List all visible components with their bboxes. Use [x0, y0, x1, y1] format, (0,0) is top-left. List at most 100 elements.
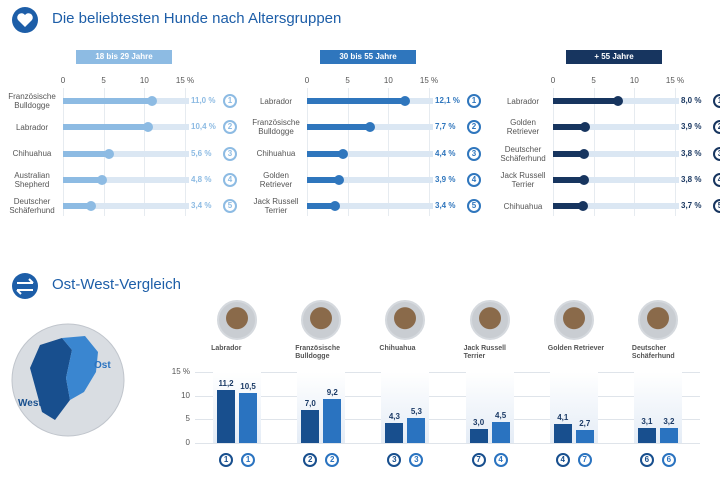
bar	[239, 393, 258, 443]
bar	[637, 428, 656, 443]
rank-badge: 6	[661, 453, 676, 467]
rank-badge: 2	[467, 120, 481, 135]
dog-photo	[217, 300, 258, 340]
value-label: 11,0 %	[191, 96, 216, 105]
value-label: 10,4 %	[191, 122, 216, 132]
bar	[307, 150, 343, 157]
map-west	[30, 338, 72, 420]
dog-photo	[637, 300, 678, 340]
category-label: Französische Bulldogge	[252, 118, 300, 137]
bar	[407, 417, 426, 443]
value-label: 3,8 %	[681, 148, 702, 158]
arrows-icon	[12, 273, 38, 299]
bar	[63, 176, 103, 183]
value-label: 3,7 %	[681, 201, 702, 211]
bar-end-marker	[147, 96, 158, 106]
value-label: 12,1 %	[435, 96, 460, 105]
value-label: 5,6 %	[191, 148, 212, 158]
bar-end-marker	[400, 96, 411, 106]
section-title: Ost-West-Vergleich	[52, 276, 181, 293]
x-tick-label: 15 %	[665, 76, 685, 85]
x-tick-label: 5	[345, 76, 350, 85]
rank-badge: 1	[219, 453, 234, 467]
dog-photo	[469, 300, 510, 340]
category-label: Chihuahua	[256, 149, 296, 159]
x-tick-label: 0	[550, 76, 556, 85]
x-tick-label: 15 %	[175, 76, 195, 85]
bar	[491, 421, 510, 443]
bar-track	[63, 203, 189, 210]
category-label: Französische Bulldogge	[8, 92, 56, 110]
rank-badge: 3	[409, 453, 424, 467]
value-label: 3,4 %	[435, 201, 456, 211]
bar	[469, 428, 488, 443]
x-tick-label: 0	[304, 76, 310, 85]
category-label: Deutscher Schäferhund	[631, 345, 675, 360]
value-label: 10,5	[240, 382, 256, 392]
category-label: Jack Russell Terrier	[463, 345, 506, 360]
rank-badge: 7	[471, 453, 486, 467]
bar	[307, 176, 339, 183]
map-east	[62, 336, 98, 400]
bar	[301, 409, 320, 443]
bar-end-marker	[85, 201, 96, 212]
x-tick-label: 10	[139, 76, 149, 85]
rank-badge: 2	[713, 120, 720, 135]
dog-photo	[385, 300, 426, 340]
bar-end-marker	[329, 201, 340, 212]
value-label: 3,8 %	[681, 174, 702, 184]
rank-badge: 2	[303, 453, 318, 467]
value-label: 4,1	[557, 412, 569, 422]
bar	[553, 423, 572, 443]
value-label: 2,7	[579, 419, 591, 429]
category-label: Labrador	[506, 96, 540, 106]
value-label: 3,9 %	[435, 174, 456, 184]
x-tick-label: 10	[383, 76, 393, 85]
x-tick-label: 5	[101, 76, 106, 85]
ribbon-title: 18 bis 29 Jahre	[76, 50, 172, 64]
x-tick-label: 5	[591, 76, 596, 85]
bar-end-marker	[364, 122, 375, 133]
rank-badge: 4	[713, 172, 720, 187]
bar-end-marker	[337, 148, 348, 159]
grid-line	[195, 395, 700, 397]
bar	[323, 399, 342, 443]
category-label: Deutscher Schäferhund	[9, 197, 55, 216]
rank-badge: 4	[555, 453, 570, 467]
legend-label: Ost	[94, 360, 111, 371]
bar-track	[63, 176, 189, 183]
rank-badge: 4	[493, 453, 508, 467]
value-label: 3,4 %	[191, 201, 212, 211]
category-label: Golden Retriever	[506, 118, 540, 137]
bar	[553, 150, 584, 157]
x-tick-label: 10	[629, 76, 639, 85]
rank-badge: 4	[223, 172, 237, 187]
rank-badge: 3	[713, 146, 720, 161]
rank-badge: 7	[577, 453, 592, 467]
bar	[63, 150, 109, 157]
bar	[575, 430, 594, 443]
rank-badge: 4	[467, 172, 481, 187]
bar-track	[553, 176, 679, 183]
bar-end-marker	[578, 148, 589, 159]
bar-track	[553, 203, 679, 210]
bar-track	[63, 150, 189, 157]
bar-end-marker	[578, 201, 589, 212]
bar	[553, 176, 584, 183]
rank-badge: 5	[467, 199, 481, 214]
bar	[217, 389, 236, 443]
value-label: 3,9 %	[681, 122, 702, 132]
category-label: Golden Retriever	[547, 345, 605, 352]
rank-badge: 1	[713, 94, 720, 108]
bar	[307, 98, 406, 104]
bar-end-marker	[333, 174, 344, 185]
arrows	[16, 278, 34, 295]
bar-end-marker	[613, 96, 624, 106]
bar-end-marker	[142, 122, 153, 133]
bar	[307, 203, 335, 210]
y-tick-label: 5	[185, 414, 190, 424]
legend-label: West	[18, 398, 42, 409]
bar-track	[307, 150, 433, 157]
bar-track	[553, 124, 679, 131]
